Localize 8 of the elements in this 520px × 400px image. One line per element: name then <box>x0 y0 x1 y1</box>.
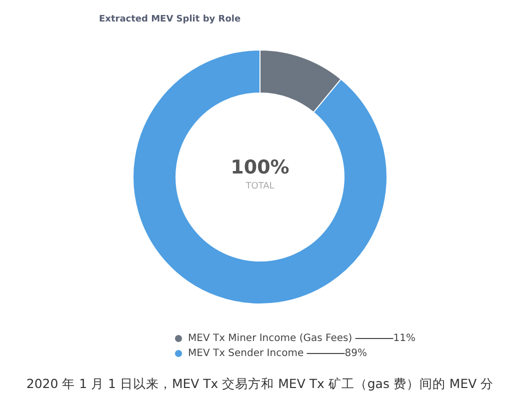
data-label: 89% <box>344 348 368 359</box>
legend-label: MEV Tx Miner Income (Gas Fees) <box>188 333 356 344</box>
chart-title: Extracted MEV Split by Role <box>99 14 241 24</box>
text: 100% <box>230 156 290 178</box>
text: TOTAL <box>244 182 274 192</box>
data-label: 11% <box>393 333 416 344</box>
text: 2020 年 1 月 1 日以来，MEV Tx 交易方和 MEV Tx 矿工（gas 费）间的 MEV 分 <box>26 376 494 391</box>
legend-label: MEV Tx Sender Income <box>188 348 307 359</box>
